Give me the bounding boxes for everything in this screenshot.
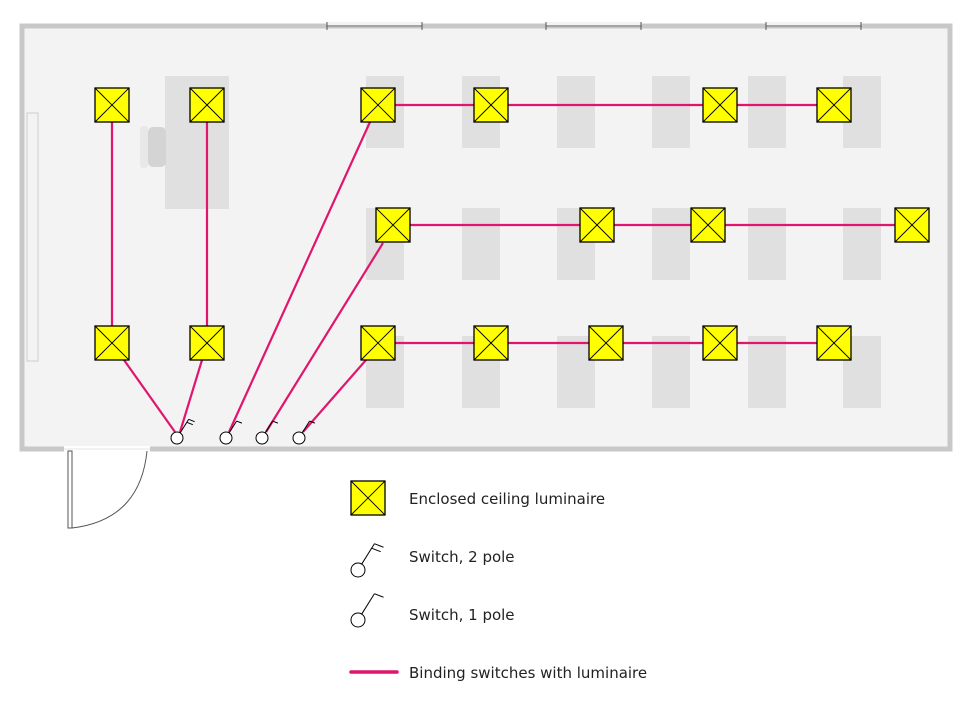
luminaire-icon — [473, 87, 509, 123]
switch-body — [219, 431, 233, 445]
switch-pole — [236, 420, 243, 424]
luminaire-cross — [360, 87, 396, 123]
switch-2-pole-icon — [170, 418, 195, 445]
luminaire-icon — [473, 325, 509, 361]
wire — [265, 242, 384, 433]
desk — [748, 336, 786, 408]
switch-body — [292, 431, 306, 445]
switch-pole — [371, 547, 381, 553]
luminaire-cross — [350, 480, 386, 516]
luminaire-icon — [702, 87, 738, 123]
switch-lever — [301, 420, 311, 434]
luminaire-icon — [375, 207, 411, 243]
luminaire-icon — [350, 480, 386, 516]
switch-body — [350, 612, 366, 628]
luminaire-cross — [816, 325, 852, 361]
switch-pole — [272, 420, 279, 424]
legend-label-switch-1-pole: Switch, 1 pole — [409, 606, 515, 624]
luminaire-cross — [816, 87, 852, 123]
luminaire-icon — [894, 207, 930, 243]
legend-label-luminaire: Enclosed ceiling luminaire — [409, 490, 605, 508]
switch-lever — [361, 543, 375, 565]
desk — [652, 208, 690, 280]
board — [26, 112, 39, 362]
switch-1-pole-icon — [219, 420, 243, 445]
wires — [110, 103, 912, 433]
luminaire-icon — [360, 87, 396, 123]
desk — [652, 336, 690, 408]
switch-pole — [374, 543, 384, 548]
switch-1-pole-icon — [292, 420, 316, 445]
window — [766, 22, 861, 27]
desk — [748, 76, 786, 148]
switch-lever — [264, 420, 274, 434]
switch-lever — [179, 419, 190, 434]
switch-lever — [361, 593, 375, 615]
luminaire-icon — [816, 325, 852, 361]
desk — [843, 208, 881, 280]
luminaire-cross — [702, 325, 738, 361]
luminaire-cross — [588, 325, 624, 361]
luminaire-cross — [189, 87, 225, 123]
window — [546, 22, 641, 27]
luminaire-cross — [94, 325, 130, 361]
luminaire-cross — [702, 87, 738, 123]
chair — [148, 127, 166, 167]
luminaire-cross — [94, 87, 130, 123]
wire — [123, 359, 176, 433]
switch-pole — [374, 593, 384, 598]
desk — [748, 208, 786, 280]
switch-pole — [186, 421, 194, 426]
luminaire-icon — [816, 87, 852, 123]
luminaire-icon — [579, 207, 615, 243]
luminaire-cross — [375, 207, 411, 243]
switch-lever — [228, 420, 238, 434]
door-leaf — [67, 450, 73, 529]
switch-1-pole-icon — [350, 593, 384, 628]
window — [327, 22, 422, 27]
switch-body — [255, 431, 269, 445]
luminaire-icon — [94, 325, 130, 361]
luminaire-icon — [360, 325, 396, 361]
luminaire-cross — [360, 325, 396, 361]
legend: Enclosed ceiling luminaire Switch, 2 pol… — [349, 480, 647, 682]
switch-1-pole-icon — [255, 420, 279, 445]
switch-1-pole-symbol — [350, 593, 384, 628]
luminaire-icon — [690, 207, 726, 243]
switch-pole — [309, 420, 316, 424]
luminaire-cross — [473, 325, 509, 361]
luminaire-icon — [588, 325, 624, 361]
luminaires — [94, 87, 930, 361]
luminaire-cross — [894, 207, 930, 243]
switch-body — [170, 431, 184, 445]
door-swing-arc — [71, 450, 148, 529]
switch-2-pole-symbol — [350, 543, 384, 578]
luminaire-icon — [189, 325, 225, 361]
chair-back — [140, 126, 148, 168]
wire — [302, 359, 367, 433]
luminaire-cross — [189, 325, 225, 361]
legend-label-wire: Binding switches with luminaire — [409, 664, 647, 682]
luminaire-icon — [350, 480, 386, 516]
luminaire-icon — [94, 87, 130, 123]
switch-pole — [188, 418, 195, 423]
luminaire-cross — [690, 207, 726, 243]
desk — [557, 76, 595, 148]
legend-label-switch-2-pole: Switch, 2 pole — [409, 548, 515, 566]
luminaire-icon — [702, 325, 738, 361]
switch-2-pole-icon — [350, 543, 384, 578]
switches — [170, 418, 316, 445]
switch-body — [350, 562, 366, 578]
desk — [652, 76, 690, 148]
luminaire-cross — [473, 87, 509, 123]
wire — [227, 121, 372, 433]
luminaire-cross — [579, 207, 615, 243]
luminaire-icon — [189, 87, 225, 123]
desk — [462, 208, 500, 280]
wire — [178, 359, 204, 433]
